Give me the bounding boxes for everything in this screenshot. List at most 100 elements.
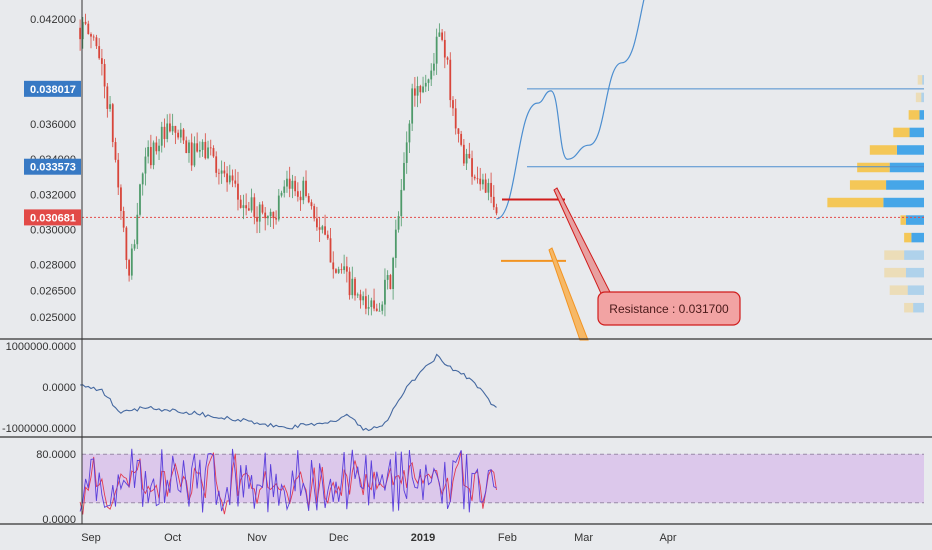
volume-profile-sell-bar <box>849 180 887 190</box>
candle-body <box>185 140 188 154</box>
obv-tick-label: 1000000.0000 <box>6 341 76 353</box>
candle-body <box>247 208 250 211</box>
candle-body <box>435 36 438 64</box>
candle-body <box>343 266 346 271</box>
volume-profile-buy-bar <box>886 180 924 190</box>
rsi-zone <box>82 454 924 503</box>
candle-body <box>392 257 395 289</box>
obv-tick-label: 0.0000 <box>42 382 76 394</box>
support-pointer <box>548 247 589 341</box>
candle-body <box>294 180 297 192</box>
candle-body <box>370 300 373 308</box>
candle-body <box>198 149 201 152</box>
candle-body <box>174 125 177 133</box>
volume-profile-sell-bar <box>904 232 912 243</box>
candle-body <box>473 176 476 179</box>
candle-body <box>454 108 457 129</box>
candle-body <box>332 262 335 270</box>
candle-body <box>288 178 291 189</box>
candle-body <box>182 129 185 141</box>
candle-body <box>471 158 473 177</box>
candle-body <box>163 126 166 139</box>
candle-body <box>220 170 223 174</box>
candle-body <box>449 59 452 101</box>
candle-body <box>152 142 155 166</box>
candle-body <box>272 211 275 219</box>
time-axis-label: Sep <box>81 532 101 544</box>
volume-profile-buy-bar <box>905 215 924 225</box>
candle-body <box>411 88 414 124</box>
candle-body <box>283 186 286 193</box>
volume-profile-buy-bar <box>909 127 924 138</box>
time-axis-label: Dec <box>329 532 349 544</box>
price-tag <box>24 80 81 97</box>
candle-body <box>373 300 375 309</box>
candle-body <box>149 147 152 166</box>
candle-body <box>166 123 169 139</box>
candle-body <box>133 244 136 249</box>
candle-body <box>267 216 269 219</box>
candle-body <box>261 204 264 213</box>
candle-body <box>335 269 337 273</box>
candle-body <box>441 32 443 40</box>
candle-body <box>122 211 125 228</box>
candle-body <box>397 216 400 230</box>
projection-curve <box>496 0 645 220</box>
volume-profile-sell-bar <box>869 145 897 155</box>
candle-body <box>386 275 389 280</box>
price-tag-label: 0.033573 <box>30 162 76 174</box>
candle-body <box>264 212 267 219</box>
candle-body <box>329 238 332 263</box>
candle-body <box>324 226 326 235</box>
volume-profile-buy-bar <box>896 145 924 155</box>
volume-profile-buy-bar <box>905 267 924 278</box>
candle-body <box>476 178 479 180</box>
candle-body <box>223 170 226 174</box>
candle-body <box>359 294 362 301</box>
obv-tick-label: -1000000.0000 <box>2 423 76 435</box>
candle-body <box>177 132 179 138</box>
rsi-tick-label: 80.0000 <box>36 449 76 461</box>
resistance-callout-box <box>597 291 741 326</box>
price-tick-label: 0.036000 <box>30 119 76 131</box>
obv-line <box>80 353 497 432</box>
volume-profile-buy-bar <box>883 197 924 208</box>
candle-body <box>160 126 163 146</box>
candle-body <box>179 129 182 138</box>
price-tag-label: 0.038017 <box>30 84 76 96</box>
candle-body <box>367 307 370 309</box>
candle-body <box>155 142 158 152</box>
candle-body <box>378 310 381 312</box>
candle-body <box>98 46 101 59</box>
volume-profile-buy-bar <box>907 285 924 295</box>
candle-body <box>305 180 307 197</box>
candle-body <box>484 179 487 193</box>
volume-profile-sell-bar <box>900 215 906 225</box>
candle-body <box>204 141 207 159</box>
rsi-line <box>79 448 497 513</box>
candle-body <box>171 125 174 132</box>
time-axis-label: Feb <box>498 532 517 544</box>
volume-profile-sell-bar <box>884 250 905 260</box>
candle-body <box>394 229 397 258</box>
time-axis-label: Mar <box>574 532 593 544</box>
resistance-callout-label: Resistance : 0.031700 <box>609 302 729 316</box>
volume-profile-sell-bar <box>908 110 920 120</box>
candle-body <box>468 153 471 159</box>
candle-body <box>413 88 416 96</box>
time-axis-label: 2019 <box>411 532 435 544</box>
candle-body <box>190 142 193 166</box>
candle-body <box>457 128 460 134</box>
candle-body <box>389 275 392 289</box>
candle-body <box>158 145 160 152</box>
candle-body <box>125 227 128 261</box>
time-axis-label: Nov <box>247 532 267 544</box>
candle-body <box>286 178 288 187</box>
candle-body <box>84 21 87 24</box>
candle-body <box>337 269 340 273</box>
candle-body <box>245 205 248 209</box>
candle-body <box>460 133 463 145</box>
candle-body <box>188 142 190 154</box>
